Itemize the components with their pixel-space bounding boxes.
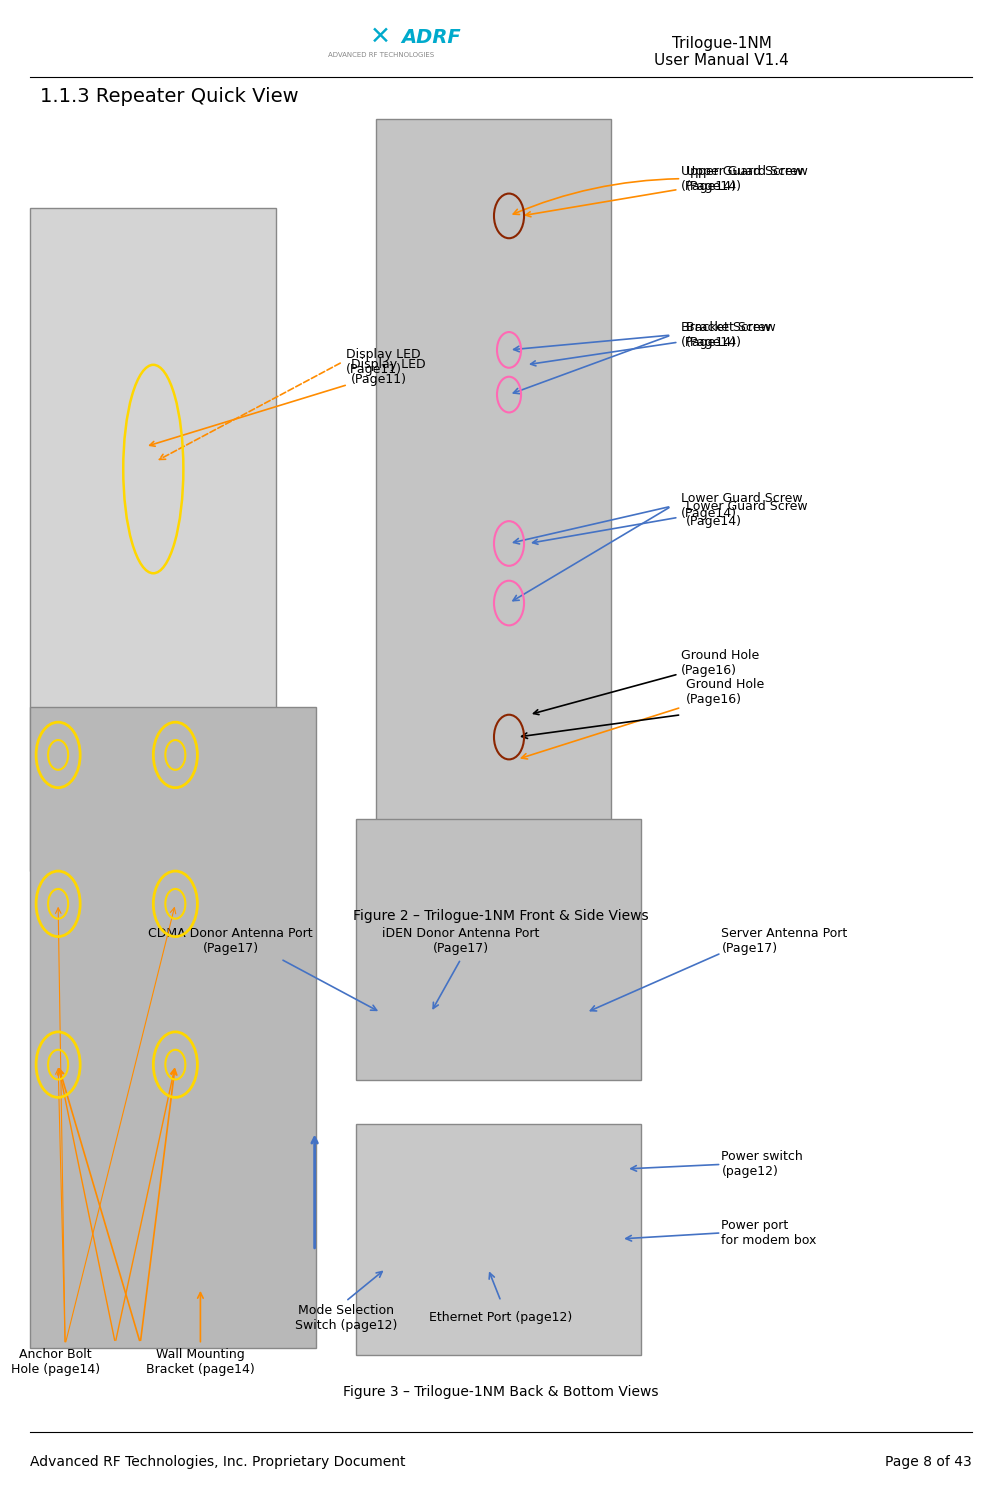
Text: Display LED
(Page11): Display LED (Page11) [346,348,420,375]
Text: Upper Guard Screw
(Page14): Upper Guard Screw (Page14) [526,165,804,217]
Text: Advanced RF Technologies, Inc. Proprietary Document: Advanced RF Technologies, Inc. Proprieta… [30,1455,406,1470]
Text: ADVANCED RF TECHNOLOGIES: ADVANCED RF TECHNOLOGIES [328,52,434,58]
Text: iDEN Donor Antenna Port
(Page17): iDEN Donor Antenna Port (Page17) [382,928,540,954]
Text: Power port
for modem box: Power port for modem box [721,1219,817,1246]
Text: CDMA Donor Antenna Port
(Page17): CDMA Donor Antenna Port (Page17) [148,928,313,954]
Text: Ground Hole
(Page16): Ground Hole (Page16) [533,649,760,715]
Bar [356,819,641,1080]
Text: 1.1.3 Repeater Quick View: 1.1.3 Repeater Quick View [40,88,299,106]
Bar [30,208,276,871]
Text: Bracket Screw
(Page14): Bracket Screw (Page14) [531,322,772,366]
Text: Page 8 of 43: Page 8 of 43 [885,1455,972,1470]
Text: Lower Guard Screw
(Page14): Lower Guard Screw (Page14) [686,500,808,527]
Text: ✕: ✕ [371,25,391,49]
Text: Figure 3 – Trilogue-1NM Back & Bottom Views: Figure 3 – Trilogue-1NM Back & Bottom Vi… [344,1385,658,1400]
Text: Power switch
(page12): Power switch (page12) [721,1151,804,1178]
Text: Wall Mounting
Bracket (page14): Wall Mounting Bracket (page14) [146,1349,255,1376]
Bar [356,1124,641,1355]
Bar [30,707,316,1348]
Text: Display LED
(Page11): Display LED (Page11) [149,359,425,447]
Text: Lower Guard Screw
(Page14): Lower Guard Screw (Page14) [533,493,803,545]
Text: Trilogue-1NM
User Manual V1.4: Trilogue-1NM User Manual V1.4 [654,36,789,68]
Text: Bracket Screw
(Page14): Bracket Screw (Page14) [686,322,777,348]
Bar [376,119,611,879]
Text: Mode Selection
Switch (page12): Mode Selection Switch (page12) [295,1304,397,1331]
Text: Server Antenna Port
(Page17): Server Antenna Port (Page17) [721,928,848,954]
Text: Anchor Bolt
Hole (page14): Anchor Bolt Hole (page14) [11,1349,99,1376]
Text: Figure 2 – Trilogue-1NM Front & Side Views: Figure 2 – Trilogue-1NM Front & Side Vie… [353,908,649,923]
Text: Ground Hole
(Page16): Ground Hole (Page16) [686,679,765,706]
Text: Ethernet Port (page12): Ethernet Port (page12) [430,1312,572,1324]
Text: ADRF: ADRF [401,28,461,46]
Text: Upper Guard Screw
(Page14): Upper Guard Screw (Page14) [686,165,809,192]
